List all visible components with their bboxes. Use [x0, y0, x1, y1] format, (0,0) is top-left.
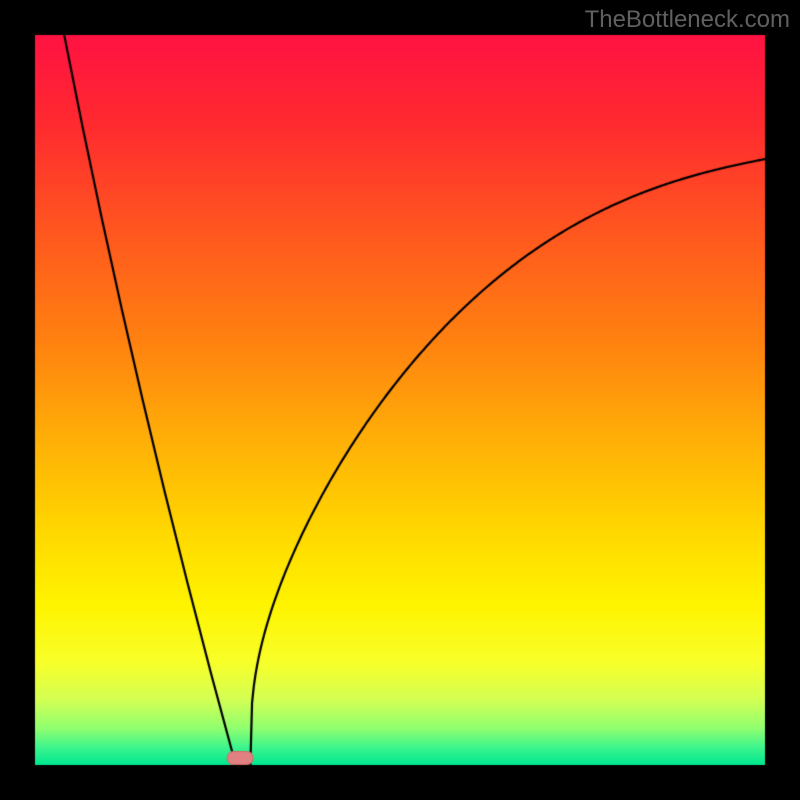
watermark-text: TheBottleneck.com	[585, 6, 790, 34]
chart-container: TheBottleneck.com	[0, 0, 800, 800]
bottleneck-chart-canvas	[0, 0, 800, 800]
